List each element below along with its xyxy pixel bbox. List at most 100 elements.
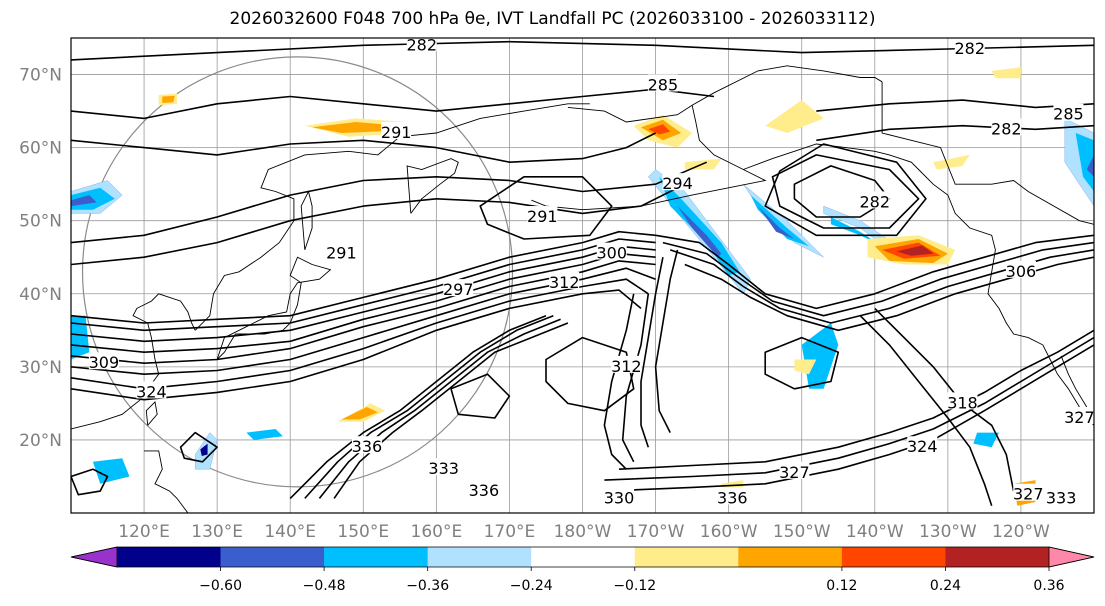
contour-labels: 282 282 285 285 282 291 294 282 291 291 300 297 312 3… xyxy=(88,35,1094,507)
coastline xyxy=(881,81,1094,225)
contour-line xyxy=(289,314,547,499)
shading-region xyxy=(765,100,824,133)
contour-label-bg xyxy=(596,242,627,260)
shading-region xyxy=(794,359,817,375)
lat-tick-label: 50°N xyxy=(19,212,62,232)
coastline xyxy=(567,65,883,123)
colorbar-segment xyxy=(531,547,636,567)
shading-region xyxy=(896,245,934,256)
shading-region xyxy=(200,443,208,456)
lat-tick-label: 40°N xyxy=(19,285,62,305)
lon-tick-label: 120°E xyxy=(118,522,170,542)
contour-label: 309 xyxy=(89,353,120,372)
contour-line xyxy=(640,257,664,448)
contour-label-bg xyxy=(381,122,412,139)
contour-label-bg xyxy=(549,271,580,289)
colorbar-segment xyxy=(427,547,532,567)
contour-label-bg xyxy=(326,242,357,260)
contour-line xyxy=(71,230,656,324)
contour-ring xyxy=(545,336,635,412)
contour-ring xyxy=(771,154,920,229)
contour-label-bg xyxy=(717,487,748,505)
coastline xyxy=(145,400,158,426)
contour-label-bg xyxy=(647,74,678,92)
lat-tick-label: 60°N xyxy=(19,139,62,159)
lat-tick-label: 30°N xyxy=(19,358,62,378)
contour-label: 291 xyxy=(527,207,558,226)
coastline xyxy=(194,103,590,331)
contour-line xyxy=(655,234,1094,310)
contour-label-bg xyxy=(1064,407,1094,424)
lat-tick-label: 70°N xyxy=(19,66,62,86)
lon-tick-label: 170°E xyxy=(484,522,536,542)
contour-line xyxy=(304,314,554,499)
contour-line xyxy=(621,293,650,463)
contour-line xyxy=(71,40,1094,61)
lon-tick-label: 130°E xyxy=(191,522,243,542)
contour-label: 318 xyxy=(947,393,978,412)
contour-ring xyxy=(764,143,927,237)
coastline xyxy=(743,143,1094,426)
shading-region xyxy=(71,195,97,207)
contour-ring xyxy=(764,336,840,390)
contour-label-bg xyxy=(443,279,474,297)
shading-region xyxy=(933,154,970,170)
contour-ring xyxy=(450,373,511,419)
colorbar-tick-label: −0.12 xyxy=(613,578,656,594)
contour-label-bg xyxy=(779,461,810,479)
colorbar-outline xyxy=(70,546,1095,568)
contour-label: 291 xyxy=(381,123,412,142)
contour-line xyxy=(603,293,635,470)
colorbar-extend-high xyxy=(1048,546,1095,568)
contour-label-bg xyxy=(662,173,693,191)
contour-label-bg xyxy=(428,458,459,476)
contour-line xyxy=(654,249,679,433)
contour-label: 324 xyxy=(136,382,167,401)
colorbar-tick-label: −0.48 xyxy=(303,578,346,594)
contour-label: 333 xyxy=(428,459,459,478)
shading-region xyxy=(648,124,671,135)
colorbar: −0.60−0.48−0.36−0.24−0.120.120.240.360.4… xyxy=(70,546,1095,594)
contour-label: 294 xyxy=(662,174,693,193)
contour-label-bg xyxy=(88,352,119,370)
contour-label-bg xyxy=(351,436,382,454)
contour-line xyxy=(333,322,569,499)
contour-label-bg xyxy=(527,206,558,224)
colorbar-tick-label: −0.60 xyxy=(199,578,242,594)
colorbar-segment xyxy=(220,547,325,567)
lon-tick-label: 120°W xyxy=(992,522,1050,542)
contour-line xyxy=(816,124,1094,142)
shading-region xyxy=(92,458,130,484)
colorbar-segment xyxy=(738,547,843,567)
shading-region xyxy=(246,429,283,440)
contour-label-bg xyxy=(136,381,167,399)
shading-region xyxy=(677,206,722,258)
shading-region xyxy=(801,323,839,389)
map-plot-area: 282 282 285 285 282 291 294 282 291 291 300 297 312 3… xyxy=(70,35,1095,514)
contour-line xyxy=(859,315,993,506)
contour-label-bg xyxy=(1005,260,1036,278)
shading-region xyxy=(1075,133,1094,192)
contour-label-bg xyxy=(1013,483,1044,501)
contour-label-bg xyxy=(1046,487,1077,505)
contour-label-bg xyxy=(947,392,978,410)
lon-tick-label: 170°W xyxy=(627,522,685,542)
shading-region xyxy=(991,67,1021,79)
contour-label: 282 xyxy=(406,35,437,54)
contour-label: 324 xyxy=(907,437,938,456)
colorbar-tick-label: 0.24 xyxy=(930,578,961,594)
colorbar-tick-label: −0.24 xyxy=(510,578,553,594)
contour-line xyxy=(71,88,715,120)
contour-label: 336 xyxy=(717,488,748,507)
contour-label: 297 xyxy=(443,280,474,299)
contour-label: 282 xyxy=(860,192,891,211)
contour-label: 336 xyxy=(469,481,500,500)
contour-label-bg xyxy=(611,355,642,373)
contour-label: 327 xyxy=(779,463,810,482)
contour-line xyxy=(71,132,656,163)
map-frame xyxy=(70,37,1095,514)
coastline xyxy=(300,190,313,251)
colorbar-segment xyxy=(945,547,1050,567)
shading-region xyxy=(659,176,740,276)
